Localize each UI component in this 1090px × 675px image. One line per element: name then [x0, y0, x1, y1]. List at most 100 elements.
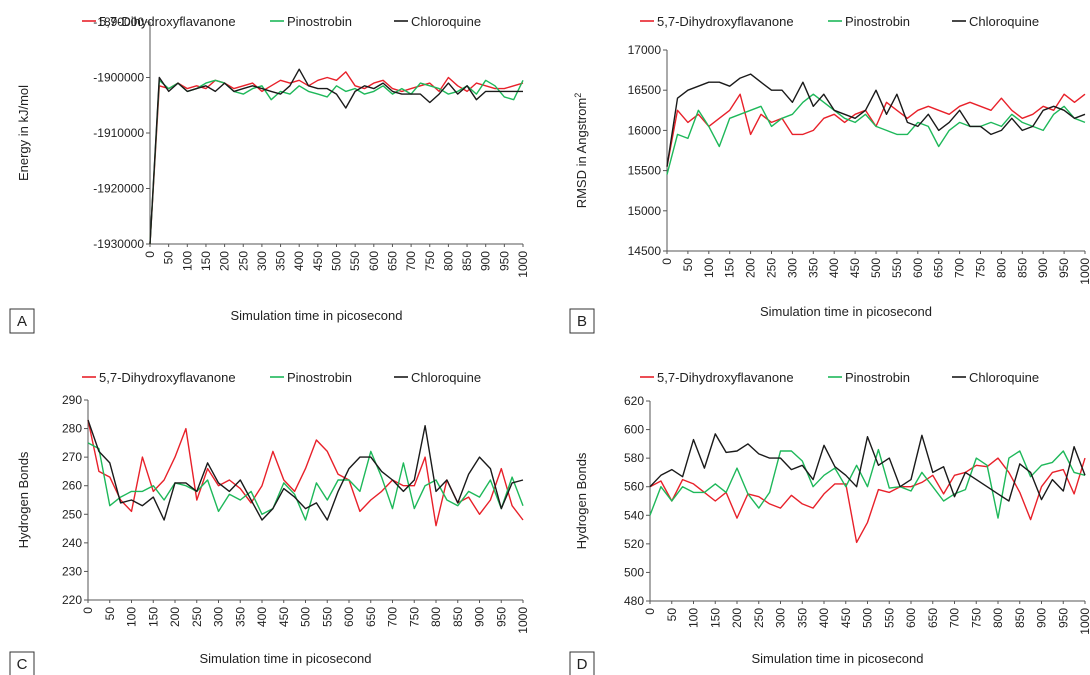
- x-axis-title: Simulation time in picosecond: [200, 651, 372, 666]
- x-axis-title: Simulation time in picosecond: [752, 651, 924, 666]
- y-tick-label: 290: [62, 393, 82, 407]
- x-tick-label: 550: [882, 608, 896, 628]
- y-tick-label: 620: [624, 394, 644, 408]
- x-tick-label: 550: [890, 258, 904, 278]
- x-tick-label: 800: [991, 608, 1005, 628]
- x-tick-label: 600: [911, 258, 925, 278]
- y-tick-label: 15500: [628, 164, 662, 178]
- x-tick-label: 400: [292, 251, 306, 271]
- x-tick-label: 800: [441, 251, 455, 271]
- series-line: [666, 73, 1086, 167]
- x-tick-label: 1000: [516, 251, 530, 278]
- x-tick-label: 750: [407, 607, 421, 627]
- series-line: [87, 419, 524, 527]
- x-tick-label: 1000: [516, 607, 530, 634]
- x-tick-label: 150: [146, 607, 160, 627]
- legend-entry: Pinostrobin: [287, 14, 352, 29]
- x-tick-label: 450: [311, 251, 325, 271]
- x-tick-label: 600: [904, 608, 918, 628]
- x-tick-label: 300: [774, 608, 788, 628]
- y-tick-label: 220: [62, 593, 82, 607]
- x-tick-label: 100: [125, 607, 139, 627]
- x-tick-label: 750: [969, 608, 983, 628]
- x-tick-label: 900: [1036, 258, 1050, 278]
- y-tick-label: 250: [62, 507, 82, 521]
- x-tick-label: 200: [730, 608, 744, 628]
- x-tick-label: 250: [765, 258, 779, 278]
- x-tick-label: 50: [162, 251, 176, 265]
- x-tick-label: 50: [103, 607, 117, 621]
- x-tick-label: 100: [180, 251, 194, 271]
- x-tick-label: 250: [236, 251, 250, 271]
- x-tick-label: 500: [330, 251, 344, 271]
- x-tick-label: 950: [497, 251, 511, 271]
- x-tick-label: 350: [806, 258, 820, 278]
- series-line: [649, 433, 1086, 502]
- y-axis-title: Hydrogen Bonds: [574, 452, 589, 549]
- x-tick-label: 900: [479, 251, 493, 271]
- chart-panel-a: 5,7-Dihydroxyflavanone Pinostrobin Chloroq…: [9, 14, 530, 334]
- series-line: [87, 442, 524, 521]
- x-tick-label: 150: [723, 258, 737, 278]
- panel-letter-box: [9, 651, 35, 675]
- y-tick-label: 520: [624, 537, 644, 551]
- panel-letter: A: [17, 313, 27, 330]
- x-tick-label: 750: [423, 251, 437, 271]
- x-tick-label: 500: [861, 608, 875, 628]
- y-tick-label: 16000: [628, 123, 662, 137]
- panel-letter: D: [577, 656, 588, 673]
- y-tick-label: 240: [62, 536, 82, 550]
- x-tick-label: 450: [839, 608, 853, 628]
- x-tick-label: 50: [681, 258, 695, 272]
- x-tick-label: 100: [702, 258, 716, 278]
- y-tick-label: -1920000: [93, 182, 144, 196]
- series-line: [649, 448, 1086, 519]
- x-tick-label: 450: [848, 258, 862, 278]
- legend-entry: Pinostrobin: [845, 14, 910, 29]
- series-line: [666, 93, 1086, 175]
- x-tick-label: 250: [190, 607, 204, 627]
- legend-entry: Chloroquine: [969, 370, 1039, 385]
- y-tick-label: 600: [624, 423, 644, 437]
- x-tick-label: 650: [364, 607, 378, 627]
- x-tick-label: 1000: [1078, 608, 1090, 635]
- x-tick-label: 450: [277, 607, 291, 627]
- x-tick-label: 300: [212, 607, 226, 627]
- x-tick-label: 800: [429, 607, 443, 627]
- x-tick-label: 0: [643, 608, 657, 615]
- legend-entry: 5,7-Dihydroxyflavanone: [99, 14, 236, 29]
- x-tick-label: 600: [342, 607, 356, 627]
- y-axis-title: RMSD in Angstrom2: [573, 93, 589, 209]
- series-line: [87, 419, 524, 521]
- chart-panel-d: 5,7-Dihydroxyflavanone Pinostrobin Chloroq…: [569, 370, 1090, 675]
- x-axis-title: Simulation time in picosecond: [231, 308, 403, 323]
- x-tick-label: 900: [473, 607, 487, 627]
- panel-letter: C: [17, 656, 28, 673]
- x-tick-label: 300: [785, 258, 799, 278]
- y-tick-label: 560: [624, 480, 644, 494]
- legend-entry: 5,7-Dihydroxyflavanone: [657, 14, 794, 29]
- legend-entry: Chloroquine: [969, 14, 1039, 29]
- x-tick-label: 150: [199, 251, 213, 271]
- x-tick-label: 950: [1056, 608, 1070, 628]
- x-tick-label: 150: [708, 608, 722, 628]
- x-tick-label: 650: [385, 251, 399, 271]
- x-tick-label: 850: [1013, 608, 1027, 628]
- y-tick-label: 14500: [628, 244, 662, 258]
- y-tick-label: -1910000: [93, 126, 144, 140]
- y-axis-title-superscript: 2: [573, 93, 583, 98]
- legend-entry: Pinostrobin: [287, 370, 352, 385]
- x-tick-label: 1000: [1078, 258, 1090, 285]
- x-tick-label: 750: [974, 258, 988, 278]
- y-tick-label: 500: [624, 565, 644, 579]
- x-tick-label: 700: [948, 608, 962, 628]
- x-tick-label: 650: [926, 608, 940, 628]
- x-tick-label: 200: [744, 258, 758, 278]
- x-tick-label: 400: [827, 258, 841, 278]
- x-tick-label: 500: [299, 607, 313, 627]
- x-tick-label: 350: [274, 251, 288, 271]
- y-tick-label: 16500: [628, 83, 662, 97]
- panel-letter-box: [569, 651, 595, 675]
- x-tick-label: 550: [320, 607, 334, 627]
- x-tick-label: 850: [451, 607, 465, 627]
